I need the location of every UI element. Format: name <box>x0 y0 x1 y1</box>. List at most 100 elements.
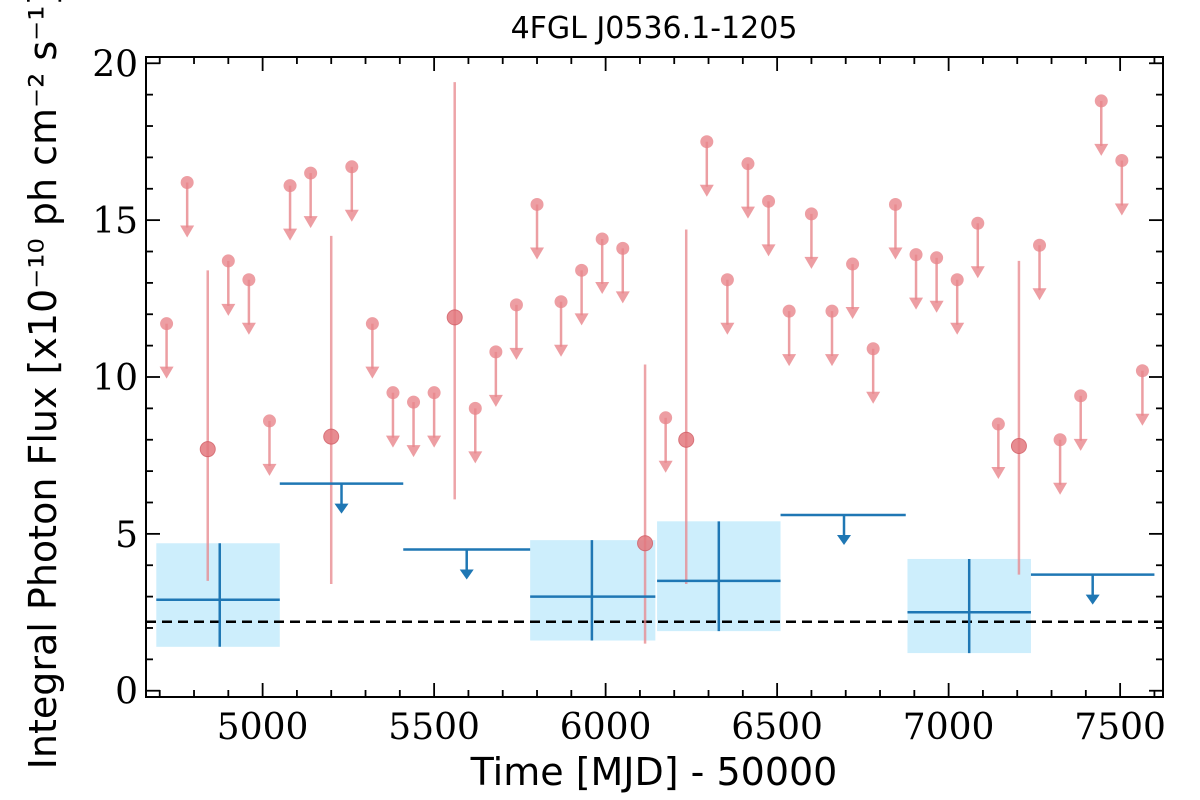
monthly-upper-limit-point <box>160 317 174 331</box>
yearly-upper-limit-arrow <box>334 503 349 514</box>
monthly-upper-limit-arrow <box>970 266 985 279</box>
monthly-upper-limit-arrow <box>825 354 840 367</box>
monthly-upper-limit-point <box>468 401 482 415</box>
monthly-upper-limit-point <box>720 273 734 287</box>
monthly-upper-limit-point <box>427 386 441 400</box>
y-tick-label: 5 <box>115 515 138 556</box>
monthly-upper-limit-point <box>386 386 400 400</box>
monthly-detection-point <box>678 431 695 448</box>
monthly-upper-limit-arrow <box>365 366 380 379</box>
monthly-upper-limit-point <box>762 194 776 208</box>
monthly-upper-limit-point <box>700 135 714 149</box>
y-tick-label: 10 <box>92 358 138 399</box>
monthly-upper-limit-arrow <box>699 184 714 197</box>
monthly-upper-limit-point <box>595 232 609 246</box>
monthly-upper-limit-arrow <box>740 206 755 219</box>
monthly-detection-point <box>637 535 654 552</box>
monthly-upper-limit-arrow <box>530 247 545 260</box>
monthly-upper-limit-point <box>1135 364 1149 378</box>
monthly-upper-limit-arrow <box>283 228 298 241</box>
monthly-upper-limit-arrow <box>720 322 735 335</box>
monthly-upper-limit-arrow <box>221 303 236 316</box>
monthly-upper-limit-point <box>1115 154 1129 168</box>
monthly-upper-limit-arrow <box>782 354 797 367</box>
monthly-upper-limit-point <box>909 248 923 262</box>
monthly-upper-limit-arrow <box>950 322 965 335</box>
monthly-upper-limit-arrow <box>303 216 318 229</box>
monthly-upper-limit-point <box>1053 433 1067 447</box>
monthly-upper-limit-point <box>971 216 985 230</box>
monthly-upper-limit-arrow <box>866 391 881 404</box>
monthly-upper-limit-arrow <box>888 247 903 260</box>
monthly-upper-limit-arrow <box>509 347 524 360</box>
monthly-detection-point <box>323 428 340 445</box>
monthly-upper-limit-arrow <box>574 313 589 326</box>
monthly-upper-limit-arrow <box>262 463 277 476</box>
x-tick-label: 6500 <box>731 707 823 748</box>
monthly-upper-limit-point <box>242 273 256 287</box>
monthly-upper-limit-arrow <box>804 256 819 269</box>
monthly-upper-limit-arrow <box>159 366 174 379</box>
monthly-upper-limit-arrow <box>385 435 400 448</box>
monthly-upper-limit-point <box>304 166 318 180</box>
x-axis-label: Time [MJD] - 50000 <box>470 750 838 794</box>
axis-ticks: 5000 5500 6000 6500 7000 7500 0 5 10 15 20 <box>92 44 1166 748</box>
monthly-upper-limit-arrow <box>468 451 483 464</box>
monthly-upper-limit-arrow <box>761 244 776 257</box>
monthly-upper-limit-arrow <box>1135 413 1150 426</box>
monthly-upper-limit-point <box>1033 238 1047 252</box>
monthly-upper-limit-point <box>345 160 359 174</box>
monthly-upper-limit-point <box>950 273 964 287</box>
monthly-upper-limit-point <box>365 317 379 331</box>
yearly-error-band <box>156 543 280 647</box>
monthly-upper-limit-arrow <box>595 281 610 294</box>
monthly-upper-limit-arrow <box>406 445 421 458</box>
monthly-upper-limit-point <box>1074 389 1088 403</box>
monthly-detection-point <box>1010 438 1027 455</box>
monthly-upper-limit-point <box>616 241 630 255</box>
x-tick-label: 6000 <box>560 707 652 748</box>
monthly-upper-limit-arrow <box>909 297 924 310</box>
chart-title: 4FGL J0536.1-1205 <box>511 11 798 46</box>
monthly-upper-limit-arrow <box>554 344 569 357</box>
y-tick-label: 15 <box>92 201 138 242</box>
monthly-upper-limit-point <box>888 197 902 211</box>
monthly-upper-limit-point <box>221 254 235 268</box>
monthly-upper-limit-point <box>741 157 755 171</box>
x-tick-label: 5000 <box>217 707 309 748</box>
plot-area <box>146 82 1163 654</box>
monthly-upper-limit-arrow <box>1073 438 1088 451</box>
y-tick-label: 0 <box>115 672 138 713</box>
monthly-upper-limit-point <box>825 304 839 318</box>
monthly-upper-limit-point <box>846 257 860 271</box>
monthly-upper-limit-point <box>575 263 589 277</box>
monthly-upper-limit-point <box>262 414 276 428</box>
monthly-upper-limit-point <box>1094 94 1108 108</box>
x-tick-label: 7000 <box>903 707 995 748</box>
monthly-upper-limit-arrow <box>488 394 503 407</box>
monthly-upper-limit-arrow <box>180 225 195 238</box>
monthly-detection-point <box>446 309 463 326</box>
yearly-upper-limit-arrow <box>459 569 474 580</box>
x-tick-label: 5500 <box>388 707 480 748</box>
y-axis-label: Integral Photon Flux [x10⁻¹⁰ ph cm⁻² s⁻¹… <box>21 0 65 769</box>
monthly-upper-limit-point <box>489 345 503 359</box>
monthly-upper-limit-point <box>782 304 796 318</box>
monthly-upper-limit-arrow <box>1094 143 1109 156</box>
monthly-upper-limit-arrow <box>427 435 442 448</box>
monthly-upper-limit-point <box>866 342 880 356</box>
monthly-upper-limit-arrow <box>991 467 1006 480</box>
monthly-upper-limit-arrow <box>1114 203 1129 216</box>
monthly-upper-limit-point <box>283 179 297 193</box>
monthly-upper-limit-point <box>530 197 544 211</box>
monthly-upper-limit-point <box>991 417 1005 431</box>
monthly-upper-limit-point <box>180 175 194 189</box>
monthly-upper-limit-arrow <box>845 307 860 320</box>
x-tick-label: 7500 <box>1074 707 1166 748</box>
monthly-detection-point <box>199 441 216 458</box>
monthly-upper-limit-point <box>659 411 673 425</box>
monthly-upper-limit-point <box>407 395 421 409</box>
monthly-upper-limit-arrow <box>929 300 944 313</box>
y-tick-label: 20 <box>92 44 138 85</box>
